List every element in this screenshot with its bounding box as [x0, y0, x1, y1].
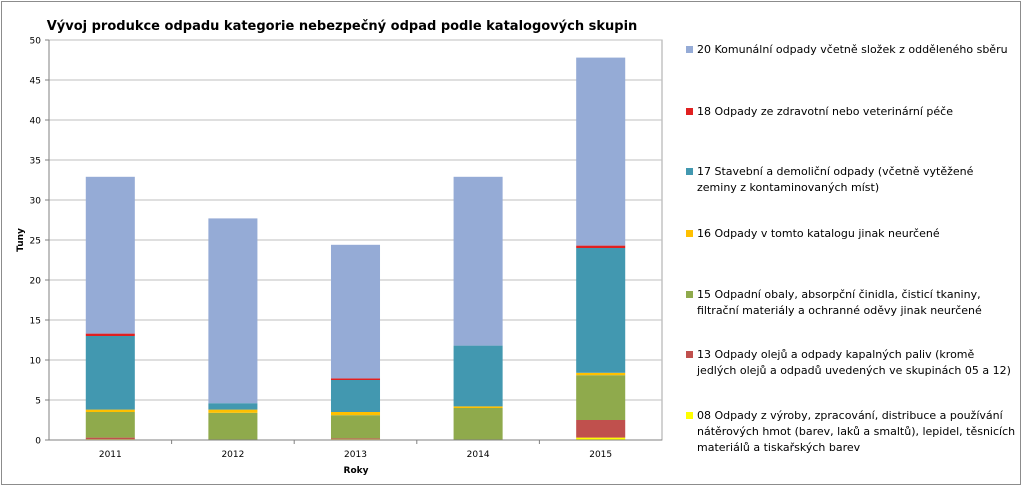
- legend-swatch: [686, 168, 693, 175]
- bar-segment: [85, 412, 135, 438]
- bar-segment: [330, 412, 381, 416]
- bar-segment: [85, 176, 135, 334]
- legend-swatch: [686, 108, 693, 115]
- x-tick-label: 2013: [344, 450, 367, 460]
- legend-item: 13 Odpady olejů a odpady kapalných paliv…: [686, 347, 1016, 379]
- legend-label: 13 Odpady olejů a odpady kapalných paliv…: [697, 348, 1011, 377]
- legend-label: 16 Odpady v tomto katalogu jinak neurčen…: [697, 227, 940, 240]
- chart-title: Vývoj produkce odpadu kategorie nebezpeč…: [47, 19, 638, 34]
- x-tick-label: 2011: [99, 450, 122, 460]
- bar-segment: [330, 244, 381, 379]
- bar-segment: [576, 57, 626, 246]
- legend-label: 15 Odpadní obaly, absorpční činidla, čis…: [697, 288, 982, 317]
- y-tick-label: 35: [30, 157, 41, 167]
- bar-segment: [85, 437, 135, 440]
- bar-segment: [576, 420, 626, 438]
- y-tick-label: 25: [30, 237, 41, 247]
- legend-swatch: [686, 412, 693, 419]
- bar-segment: [576, 437, 626, 440]
- bar-segment: [208, 218, 258, 404]
- legend-item: 20 Komunální odpady včetně složek z oddě…: [686, 42, 1016, 58]
- bar-segment: [453, 345, 503, 407]
- bar-segment: [453, 408, 503, 440]
- y-axis-label: Tuny: [16, 228, 26, 252]
- y-tick-label: 20: [30, 277, 42, 287]
- bar-segment: [576, 248, 626, 373]
- legend-swatch: [686, 291, 693, 298]
- bar-segment: [85, 409, 135, 412]
- legend-item: 16 Odpady v tomto katalogu jinak neurčen…: [686, 226, 1016, 242]
- legend-label: 18 Odpady ze zdravotní nebo veterinární …: [697, 105, 953, 118]
- bar-segment: [85, 333, 135, 336]
- bar-segment: [208, 409, 258, 413]
- x-tick-label: 2012: [221, 450, 244, 460]
- legend-item: 18 Odpady ze zdravotní nebo veterinární …: [686, 104, 1016, 120]
- legend-item: 15 Odpadní obaly, absorpční činidla, čis…: [686, 287, 1016, 319]
- x-tick-label: 2014: [467, 450, 490, 460]
- bar-segment: [453, 176, 503, 346]
- legend-swatch: [686, 351, 693, 358]
- bar-segment: [208, 403, 258, 410]
- bar-segment: [85, 336, 135, 410]
- y-tick-label: 10: [30, 357, 42, 367]
- bar-segment: [576, 372, 626, 376]
- legend-item: 08 Odpady z výroby, zpracování, distribu…: [686, 408, 1016, 456]
- bar-segment: [330, 415, 381, 439]
- bar-segment: [576, 245, 626, 248]
- bar-segment: [453, 406, 503, 408]
- legend-label: 17 Stavební a demoliční odpady (včetně v…: [697, 165, 974, 194]
- bar-segment: [330, 378, 381, 380]
- bar-segment: [208, 412, 258, 440]
- x-axis-label: Roky: [344, 466, 369, 476]
- legend-label: 08 Odpady z výroby, zpracování, distribu…: [697, 409, 1016, 454]
- y-tick-label: 50: [30, 37, 42, 47]
- legend-swatch: [686, 46, 693, 53]
- bar-segment: [330, 438, 381, 440]
- legend-item: 17 Stavební a demoliční odpady (včetně v…: [686, 164, 1016, 196]
- legend-swatch: [686, 230, 693, 237]
- y-tick-label: 0: [35, 437, 41, 447]
- bar-segment: [576, 375, 626, 420]
- legend-label: 20 Komunální odpady včetně složek z oddě…: [697, 43, 1008, 56]
- y-tick-label: 30: [30, 197, 42, 207]
- bar-segment: [330, 380, 381, 412]
- x-tick-label: 2015: [589, 450, 612, 460]
- y-tick-label: 5: [35, 397, 41, 407]
- y-tick-label: 45: [30, 77, 41, 87]
- y-tick-label: 40: [30, 117, 42, 127]
- y-tick-label: 15: [30, 317, 41, 327]
